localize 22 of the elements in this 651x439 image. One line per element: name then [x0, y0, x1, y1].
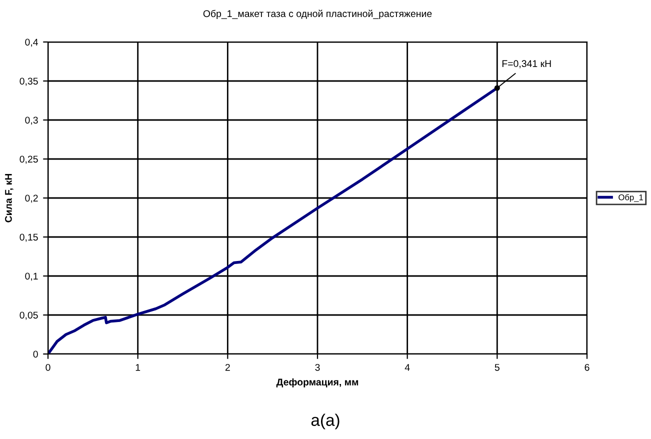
- y-tick-label: 0: [33, 350, 38, 358]
- y-tick-label: 0,1: [25, 272, 38, 281]
- x-tick-label: 2: [225, 364, 230, 371]
- text: a(a): [311, 414, 340, 430]
- y-tick-label: 0,15: [20, 234, 38, 242]
- x-tick-label: 5: [494, 364, 500, 371]
- legend-label: Обр_1: [618, 194, 643, 202]
- x-tick-label: 6: [584, 364, 590, 371]
- y-tick-label: 0,4: [25, 38, 38, 47]
- y-tick-label: 0,05: [20, 312, 38, 320]
- x-tick-label: 1: [136, 364, 140, 371]
- y-tick-label: 0,25: [20, 156, 38, 164]
- annotation: F=0,341 кН: [502, 60, 551, 68]
- x-tick-label: 4: [404, 364, 410, 371]
- y-tick-label: 0,3: [25, 116, 38, 125]
- y-tick-label: 0,2: [25, 194, 38, 203]
- x-tick-label: 0: [46, 364, 50, 371]
- y-tick-label: 0,35: [20, 78, 38, 86]
- x-tick-label: 3: [315, 364, 320, 371]
- x-axis-title: Деформация, мм: [276, 378, 358, 388]
- y-axis-title: Сила F, кН: [4, 174, 14, 222]
- chart-title: Обр_1_макет таза с одной пластиной_растяжение: [203, 10, 432, 20]
